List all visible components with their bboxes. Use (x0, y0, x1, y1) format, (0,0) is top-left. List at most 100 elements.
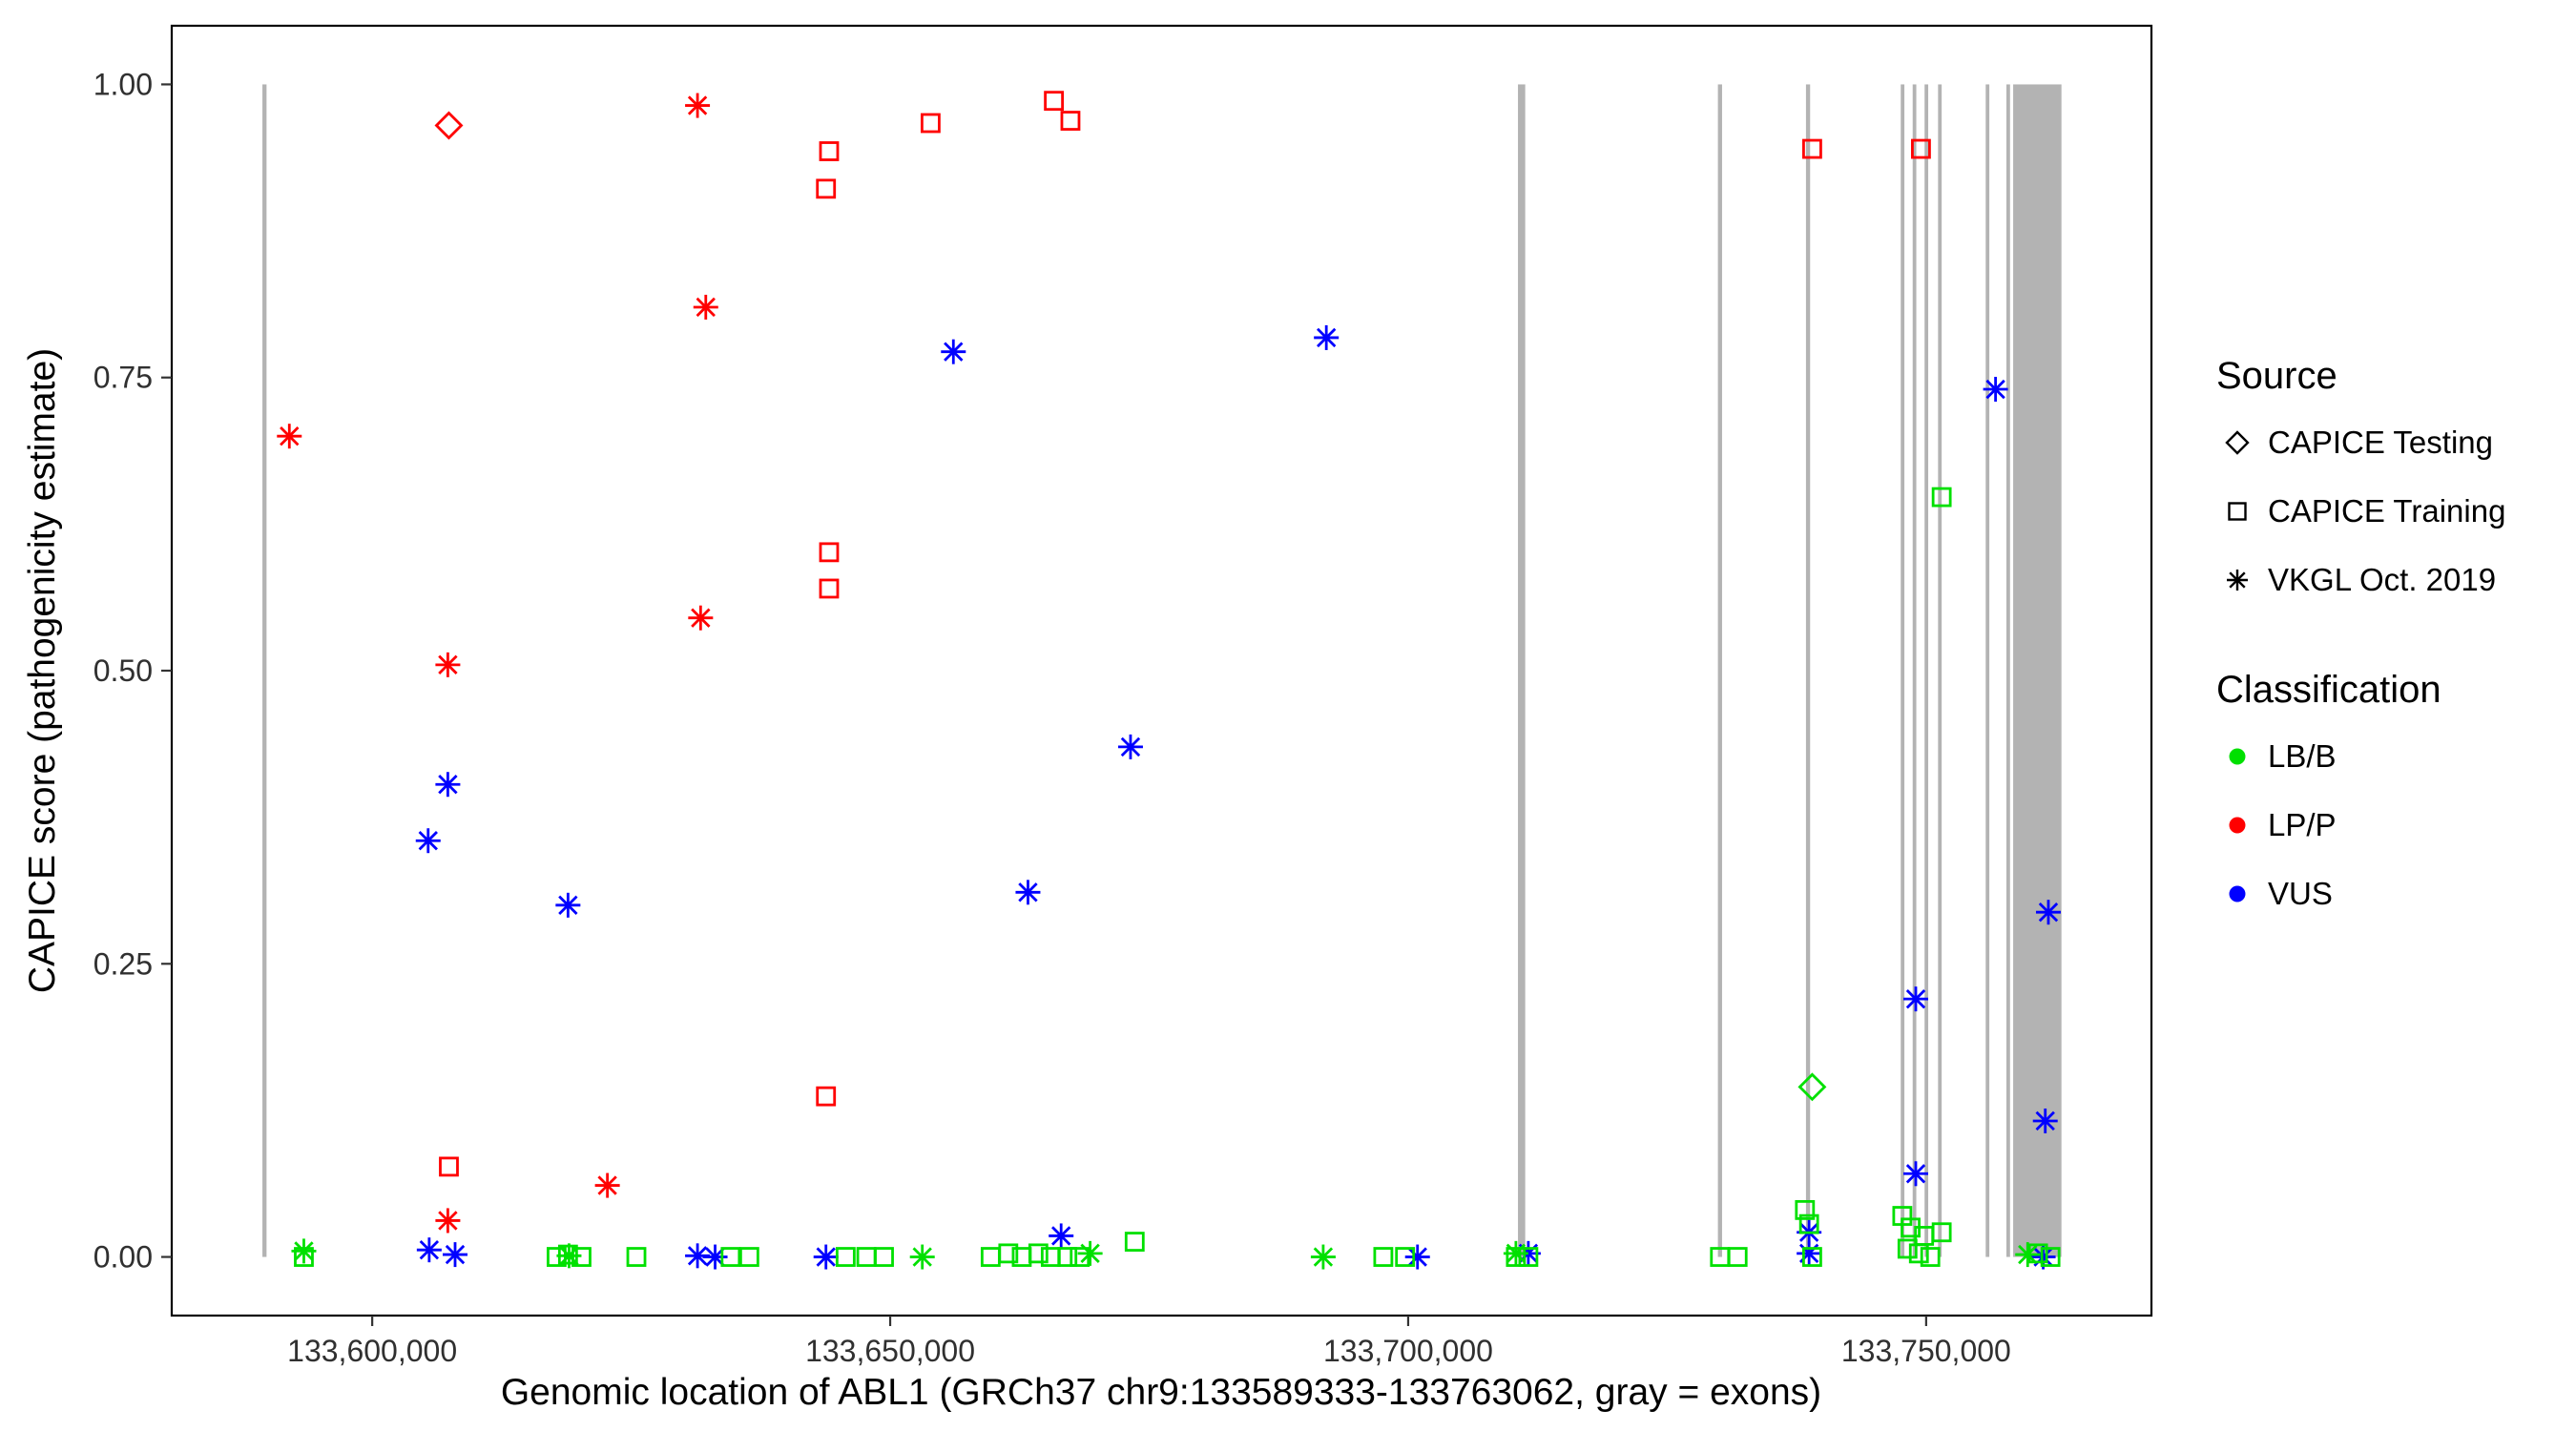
legend-item-capice-testing: CAPICE Testing (2216, 423, 2505, 463)
data-point (1124, 1232, 1145, 1252)
data-point (813, 1244, 839, 1270)
legend-glyph (2216, 804, 2260, 846)
data-point (738, 1247, 759, 1267)
data-point (434, 111, 464, 140)
square-marker (1373, 1247, 1394, 1267)
asterisk-marker (445, 1244, 466, 1265)
square-marker (1028, 1243, 1049, 1264)
asterisk-marker (696, 297, 716, 318)
data-point (1920, 1247, 1941, 1267)
legend-item-capice-training: CAPICE Training (2216, 491, 2505, 531)
asterisk-marker (2018, 1244, 2038, 1265)
square-marker (547, 1247, 567, 1267)
data-point (1795, 1199, 1816, 1220)
data-point (1117, 734, 1143, 759)
data-points (277, 91, 2061, 1270)
asterisk-marker (559, 1246, 579, 1266)
square-marker (1802, 138, 1822, 159)
exon-region (1717, 84, 1722, 1257)
data-point (1310, 1244, 1336, 1270)
square-marker (1908, 1243, 1929, 1264)
data-point (416, 1237, 442, 1263)
data-point (1060, 111, 1081, 131)
asterisk-marker (597, 1175, 617, 1195)
data-point (439, 1156, 459, 1177)
asterisk-marker (1316, 327, 1337, 348)
data-point (1897, 1238, 1918, 1259)
data-point (693, 294, 718, 320)
data-point (819, 141, 840, 161)
data-point (1077, 1240, 1103, 1266)
square-marker (720, 1247, 741, 1267)
data-point (415, 828, 441, 854)
square-marker (1727, 1247, 1748, 1267)
square-marker (1124, 1232, 1145, 1252)
square-marker (980, 1247, 1001, 1267)
legend-item-lp-p: LP/P (2216, 805, 2505, 845)
data-point (685, 93, 711, 118)
data-point (1902, 1161, 1928, 1187)
data-point (1802, 1247, 1822, 1267)
data-point (2035, 900, 2061, 925)
exon-region (1901, 84, 1905, 1257)
asterisk-marker (438, 775, 458, 795)
legend-item-vkgl-oct-2019: VKGL Oct. 2019 (2216, 560, 2505, 600)
data-point (2015, 1242, 2041, 1268)
legend-source-items: CAPICE Testing CAPICE Training VKGL Oct. 2… (2216, 423, 2505, 600)
data-point (1506, 1247, 1527, 1267)
data-point (980, 1247, 1001, 1267)
square-marker (1044, 91, 1065, 112)
legend-item-lb-b: LB/B (2216, 736, 2505, 777)
data-point (1798, 1213, 1819, 1234)
square-marker (2228, 502, 2247, 521)
legend-glyph (2216, 873, 2260, 915)
data-point (685, 1243, 711, 1269)
exon-region (2006, 84, 2010, 1257)
y-tick-label: 0.00 (93, 1240, 153, 1275)
x-tick-label: 133,700,000 (1323, 1334, 1493, 1368)
square-marker (816, 1086, 837, 1107)
asterisk-marker (1985, 379, 2005, 400)
asterisk-marker (2035, 1110, 2055, 1131)
legend-item-label: LP/P (2268, 807, 2337, 842)
asterisk-marker (1080, 1243, 1100, 1264)
data-point (626, 1247, 647, 1267)
square-marker (1518, 1247, 1539, 1267)
exon-region (1912, 84, 1917, 1257)
data-point (1908, 1243, 1929, 1264)
y-tick-label: 1.00 (93, 67, 153, 101)
data-point (1931, 1222, 1952, 1243)
legend-item-label: VKGL Oct. 2019 (2268, 562, 2497, 597)
asterisk-marker (1905, 1164, 1926, 1184)
y-axis-ticks: 0.00 0.25 0.50 0.75 1.00 (93, 67, 172, 1275)
diamond-marker (2225, 430, 2250, 455)
data-point (1057, 1247, 1078, 1267)
data-point (1373, 1247, 1394, 1267)
data-point (1902, 986, 1928, 1012)
data-point (1802, 138, 1822, 159)
data-point (874, 1247, 894, 1267)
square-marker (1931, 487, 1952, 508)
asterisk-marker (438, 1211, 458, 1231)
asterisk-marker (294, 1241, 314, 1261)
asterisk-marker (816, 1247, 836, 1267)
exon-region (1518, 84, 1526, 1257)
data-point (1931, 487, 1952, 508)
exon-region (1938, 84, 1942, 1257)
asterisk-marker (944, 342, 964, 362)
square-marker (819, 141, 840, 161)
diamond-legend-icon (2225, 430, 2250, 455)
y-tick-label: 0.50 (93, 653, 153, 688)
y-tick-label: 0.25 (93, 946, 153, 981)
x-tick-label: 133,750,000 (1841, 1334, 2011, 1368)
legend: Source CAPICE Testing CAPICE Training VKGL… (2216, 355, 2505, 943)
data-point (435, 772, 461, 798)
data-point (816, 1086, 837, 1107)
data-point (856, 1247, 877, 1267)
data-point (1797, 1240, 1822, 1266)
dot-marker (2229, 885, 2246, 902)
square-marker (1506, 1247, 1527, 1267)
data-point (1983, 377, 2008, 403)
square-marker (738, 1247, 759, 1267)
data-point (998, 1243, 1019, 1264)
